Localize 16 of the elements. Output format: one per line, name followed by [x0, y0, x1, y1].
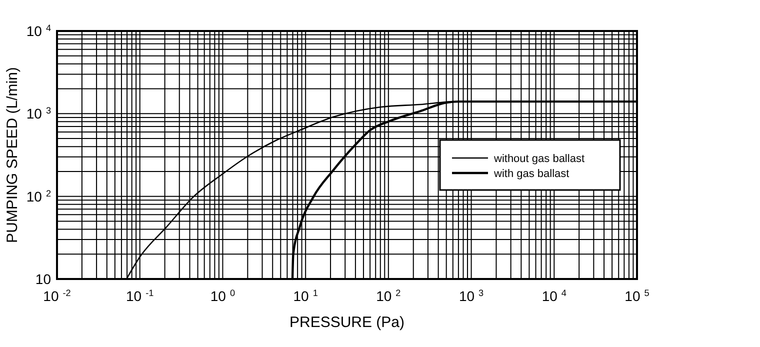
x-tick-label: 10$^{2}$	[376, 288, 401, 304]
y-tick-label: 10	[35, 271, 52, 287]
x-axis-title: PRESSURE (Pa)	[289, 314, 405, 331]
y-axis-title: PUMPING SPEED (L/min)	[4, 67, 21, 243]
x-tick-label: 10$^{-1}$	[126, 288, 154, 304]
x-tick-label: 10$^{0}$	[210, 288, 236, 304]
y-tick-label: 10$^{3}$	[26, 106, 51, 122]
x-tick-label: 10$^{1}$	[293, 288, 318, 304]
legend-label: with gas ballast	[493, 168, 570, 180]
x-tick-label: 10$^{4}$	[542, 288, 566, 304]
y-tick-label: 10$^{2}$	[26, 188, 51, 204]
x-tick-label: 10$^{3}$	[458, 288, 484, 304]
y-tick-label: 10$^{4}$	[26, 23, 51, 39]
x-tick-label: 10$^{5}$	[624, 288, 650, 304]
legend-label: without gas ballast	[493, 153, 584, 165]
x-tick-label: 10$^{-2}$	[43, 288, 71, 304]
